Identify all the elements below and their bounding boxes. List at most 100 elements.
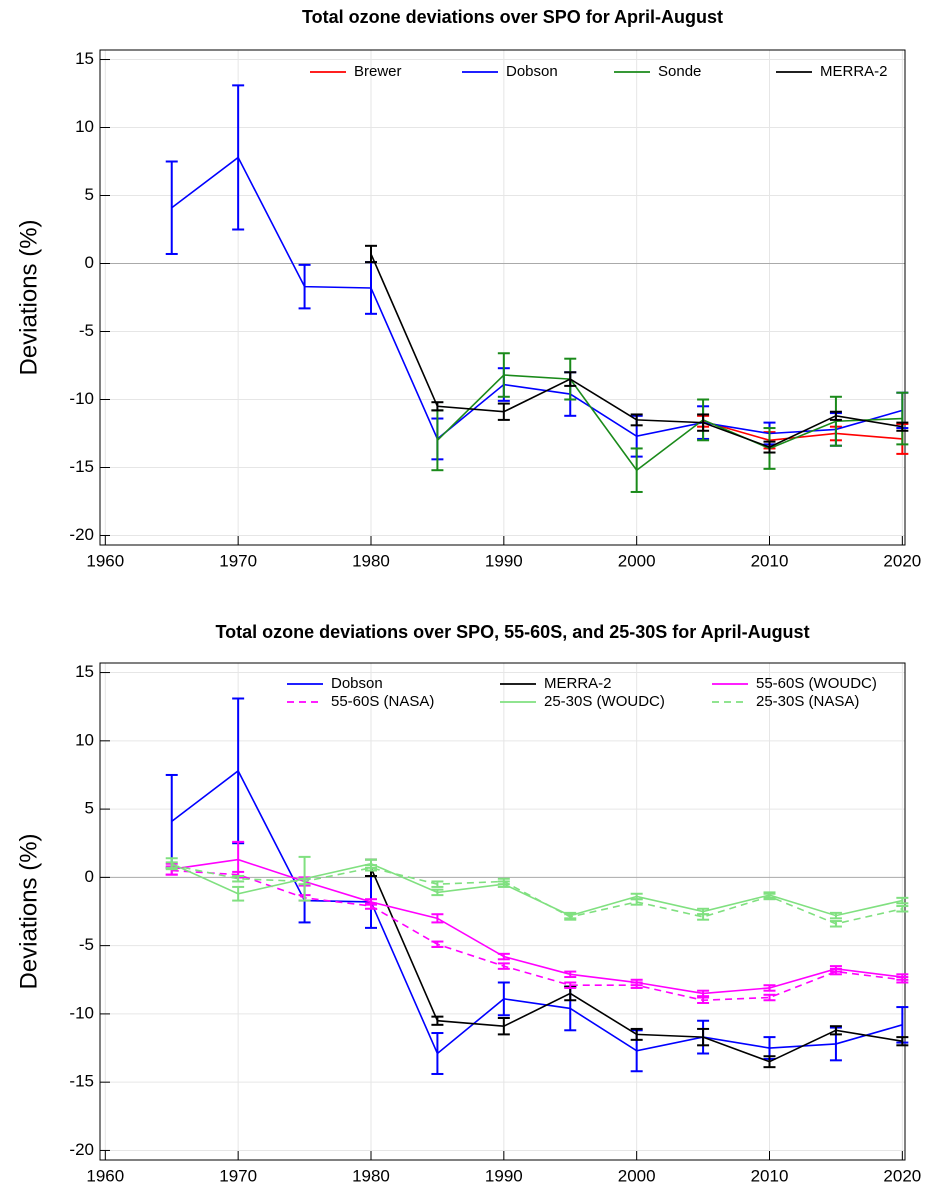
legend-label: 55-60S (NASA) bbox=[331, 693, 434, 710]
error-bar bbox=[896, 421, 909, 432]
y-tick-label: 0 bbox=[85, 867, 94, 886]
error-bar bbox=[829, 967, 842, 976]
error-bar bbox=[829, 911, 842, 920]
legend-label: Dobson bbox=[331, 675, 383, 692]
chart-title: Total ozone deviations over SPO, 55-60S,… bbox=[215, 622, 809, 642]
legend-label: 55-60S (WOUDC) bbox=[756, 675, 877, 692]
error-bar bbox=[497, 402, 510, 421]
error-bar bbox=[763, 993, 776, 1002]
error-bar bbox=[298, 877, 311, 886]
y-tick-label: -20 bbox=[69, 1140, 94, 1159]
series-line bbox=[171, 858, 903, 995]
x-tick-label: 1970 bbox=[219, 1166, 257, 1185]
y-tick-label: 15 bbox=[75, 49, 94, 68]
error-bar bbox=[165, 861, 178, 869]
error-bar bbox=[431, 401, 444, 412]
error-bar bbox=[564, 970, 577, 979]
error-bar bbox=[829, 1025, 842, 1036]
error-bar bbox=[763, 1055, 776, 1069]
error-bar bbox=[364, 244, 377, 264]
legend-label: Dobson bbox=[506, 63, 558, 80]
error-bar bbox=[763, 440, 776, 454]
plot-frame bbox=[99, 662, 906, 1161]
error-bar bbox=[564, 913, 577, 921]
series-line bbox=[171, 769, 903, 1055]
error-bar bbox=[896, 896, 909, 905]
error-bar bbox=[298, 263, 311, 310]
x-tick-label: 1980 bbox=[352, 551, 390, 570]
error-bar bbox=[431, 888, 444, 897]
error-bar bbox=[896, 976, 909, 984]
error-bar bbox=[232, 84, 245, 231]
error-bar bbox=[497, 962, 510, 970]
error-bar bbox=[630, 447, 643, 493]
error-bar bbox=[630, 413, 643, 427]
error-bar bbox=[896, 905, 909, 913]
y-tick-label: -20 bbox=[69, 525, 94, 544]
error-bar bbox=[232, 885, 245, 902]
x-tick-label: 1970 bbox=[219, 551, 257, 570]
y-tick-label: -5 bbox=[79, 935, 94, 954]
y-tick-label: 5 bbox=[85, 185, 94, 204]
x-tick-label: 1960 bbox=[86, 1166, 124, 1185]
error-bar bbox=[497, 1017, 510, 1036]
error-bar bbox=[697, 1027, 710, 1047]
error-bar bbox=[497, 981, 510, 1017]
error-bar bbox=[364, 864, 377, 872]
error-bar bbox=[431, 880, 444, 888]
y-tick-label: -5 bbox=[79, 321, 94, 340]
error-bar bbox=[697, 413, 710, 432]
error-bar bbox=[431, 1015, 444, 1026]
error-bar bbox=[697, 989, 710, 998]
error-bar bbox=[165, 160, 178, 255]
error-bar bbox=[232, 697, 245, 845]
error-bar bbox=[431, 1032, 444, 1075]
x-tick-label: 2000 bbox=[618, 1166, 656, 1185]
x-tick-label: 2020 bbox=[883, 1166, 921, 1185]
error-bar bbox=[829, 395, 842, 447]
error-bar bbox=[232, 875, 245, 883]
x-tick-label: 2020 bbox=[883, 551, 921, 570]
y-tick-label: 15 bbox=[75, 662, 94, 681]
series-line bbox=[171, 156, 903, 441]
error-bar bbox=[431, 913, 444, 924]
legend-label: 25-30S (NASA) bbox=[756, 693, 859, 710]
error-bar bbox=[564, 371, 577, 387]
error-bar bbox=[896, 1036, 909, 1047]
error-bar bbox=[497, 877, 510, 886]
y-tick-label: 5 bbox=[85, 799, 94, 818]
x-tick-label: 1990 bbox=[485, 1166, 523, 1185]
y-tick-label: -15 bbox=[69, 457, 94, 476]
y-tick-label: 0 bbox=[85, 253, 94, 272]
y-axis-label: Deviations (%) bbox=[15, 833, 42, 989]
series-line bbox=[171, 864, 903, 925]
error-bar bbox=[829, 410, 842, 421]
legend-label: MERRA-2 bbox=[820, 63, 888, 80]
error-bar bbox=[431, 940, 444, 948]
series-line bbox=[702, 420, 903, 442]
y-tick-label: 10 bbox=[75, 117, 94, 136]
y-tick-label: -15 bbox=[69, 1072, 94, 1091]
error-bar bbox=[896, 391, 909, 446]
error-bar bbox=[497, 352, 510, 398]
x-tick-label: 2000 bbox=[618, 551, 656, 570]
legend-label: Sonde bbox=[658, 63, 701, 80]
error-bar bbox=[697, 996, 710, 1004]
y-tick-label: 10 bbox=[75, 730, 94, 749]
y-tick-label: -10 bbox=[69, 1003, 94, 1022]
error-bar bbox=[165, 773, 178, 869]
legend-label: MERRA-2 bbox=[544, 675, 612, 692]
error-bar bbox=[497, 952, 510, 961]
y-axis-label: Deviations (%) bbox=[15, 219, 42, 375]
x-tick-label: 2010 bbox=[751, 1166, 789, 1185]
error-bar bbox=[630, 898, 643, 906]
legend-label: 25-30S (WOUDC) bbox=[544, 693, 665, 710]
error-bar bbox=[829, 920, 842, 928]
error-bar bbox=[763, 892, 776, 901]
chart-title: Total ozone deviations over SPO for Apri… bbox=[302, 7, 723, 27]
error-bar bbox=[763, 984, 776, 992]
series-line bbox=[436, 374, 903, 472]
error-bar bbox=[630, 1027, 643, 1041]
series-line bbox=[171, 869, 903, 1002]
